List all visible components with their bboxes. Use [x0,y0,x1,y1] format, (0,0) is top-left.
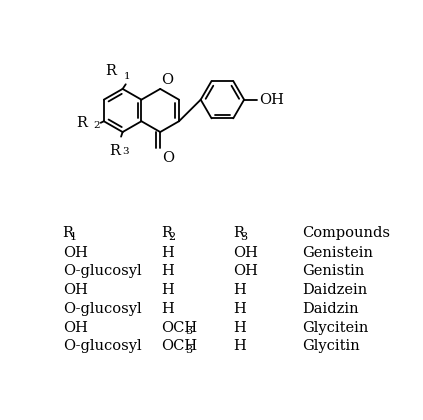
Text: H: H [161,246,174,260]
Text: OH: OH [63,283,88,297]
Text: Compounds: Compounds [302,226,390,240]
Text: Daidzin: Daidzin [302,302,359,316]
Text: 2: 2 [168,232,175,242]
Text: H: H [233,339,246,353]
Text: O: O [162,150,174,165]
Text: R: R [161,226,172,240]
Text: 3: 3 [240,232,247,242]
Text: Daidzein: Daidzein [302,283,367,297]
Text: R: R [233,226,244,240]
Text: H: H [233,283,246,297]
Text: R: R [76,116,87,130]
Text: Glycitein: Glycitein [302,320,368,335]
Text: 3: 3 [122,147,129,156]
Text: OH: OH [233,246,258,260]
Text: H: H [161,264,174,278]
Text: 1: 1 [124,72,130,81]
Text: Genistin: Genistin [302,264,364,278]
Text: H: H [233,320,246,335]
Text: H: H [233,302,246,316]
Text: OH: OH [63,320,88,335]
Text: 3: 3 [185,345,192,355]
Text: O-glucosyl: O-glucosyl [63,302,141,316]
Text: O-glucosyl: O-glucosyl [63,264,141,278]
Text: R: R [110,144,120,158]
Text: OH: OH [63,246,88,260]
Text: 1: 1 [70,232,77,242]
Text: O-glucosyl: O-glucosyl [63,339,141,353]
Text: 2: 2 [94,121,100,130]
Text: Glycitin: Glycitin [302,339,360,353]
Text: OCH: OCH [161,339,197,353]
Text: O: O [161,74,173,87]
Text: R: R [63,226,74,240]
Text: OH: OH [259,93,283,107]
Text: Genistein: Genistein [302,246,373,260]
Text: OCH: OCH [161,320,197,335]
Text: R: R [106,64,116,78]
Text: OH: OH [233,264,258,278]
Text: 3: 3 [185,326,192,336]
Text: H: H [161,302,174,316]
Text: H: H [161,283,174,297]
